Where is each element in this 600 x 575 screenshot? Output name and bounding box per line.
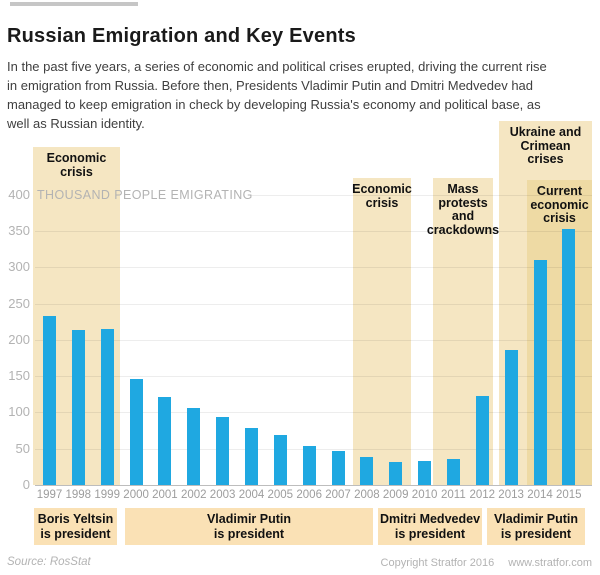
y-axis-label-50: 50 — [15, 441, 30, 456]
president-band-2000-2007: Vladimir Putin is president — [125, 508, 373, 545]
president-name: Boris Yeltsin — [37, 512, 114, 526]
copyright-text: Copyright Stratfor 2016 — [380, 557, 495, 569]
bar-2008 — [360, 457, 374, 485]
president-band-1997-1999: Boris Yeltsin is president — [34, 508, 117, 545]
gridline-200 — [35, 340, 592, 341]
bar-2003 — [216, 417, 230, 485]
x-axis-label-2005: 2005 — [267, 489, 294, 501]
gridline-250 — [35, 304, 592, 305]
president-role: is president — [213, 526, 285, 541]
y-axis-label-200: 200 — [8, 332, 30, 347]
y-axis-label-400: 400 — [8, 187, 30, 202]
bar-2001 — [158, 397, 172, 485]
x-axis-label-1997: 1997 — [36, 489, 63, 501]
bar-1997 — [43, 316, 56, 485]
bar-2014 — [533, 260, 547, 485]
gridline-100 — [35, 412, 592, 413]
bar-2004 — [245, 428, 258, 485]
x-axis-label-2010: 2010 — [411, 489, 438, 501]
y-axis-label-250: 250 — [8, 296, 30, 311]
president-band-2008-2011: Dmitri Medvedev is president — [378, 508, 482, 545]
x-axis-label-2006: 2006 — [296, 489, 322, 501]
bar-2000 — [129, 379, 143, 485]
x-axis-label-2008: 2008 — [354, 489, 380, 501]
x-axis-label-2013: 2013 — [498, 489, 524, 501]
x-axis-label-2009: 2009 — [382, 489, 409, 501]
page-title: Russian Emigration and Key Events — [7, 25, 356, 48]
x-axis-label-2007: 2007 — [325, 489, 351, 501]
bar-2007 — [331, 451, 345, 485]
bar-2006 — [302, 446, 316, 485]
event-band-2008-2009 — [353, 178, 411, 485]
gridline-400 — [250, 195, 592, 196]
y-axis-label-100: 100 — [8, 404, 30, 419]
intro-text: In the past five years, a series of econ… — [7, 59, 547, 131]
bar-1998 — [71, 330, 85, 485]
x-axis-line — [35, 485, 592, 486]
y-axis-label-150: 150 — [8, 368, 30, 383]
copyright-note: Copyright Stratfor 2016 www.stratfor.com — [381, 557, 592, 569]
bar-2013 — [504, 350, 518, 485]
event-band-label: Mass protests and crackdowns — [426, 182, 500, 237]
x-axis-label-2001: 2001 — [152, 489, 178, 501]
bar-2012 — [475, 396, 489, 485]
event-band-label: Economic crisis — [46, 151, 107, 179]
top-accent-rule — [10, 2, 138, 6]
bar-2010 — [418, 461, 432, 485]
president-name: Vladimir Putin — [206, 512, 292, 526]
president-role: is president — [394, 526, 466, 541]
bar-2015 — [562, 229, 576, 485]
y-axis-unit-label: THOUSAND PEOPLE EMIGRATING — [37, 188, 253, 202]
president-role: is president — [40, 526, 111, 541]
website-text: www.stratfor.com — [508, 557, 592, 569]
president-role: is president — [500, 526, 572, 541]
x-axis-label-2003: 2003 — [209, 489, 236, 501]
bar-2002 — [187, 408, 201, 485]
gridline-350 — [35, 231, 592, 232]
gridline-300 — [35, 267, 592, 268]
x-axis-label-2015: 2015 — [556, 489, 582, 501]
event-band-label: Current economic crisis — [530, 184, 589, 225]
source-note: Source: RosStat — [7, 556, 91, 568]
x-axis-label-1998: 1998 — [65, 489, 92, 501]
bar-1999 — [100, 329, 114, 485]
bar-2005 — [273, 435, 287, 485]
event-band-label: Ukraine and Crimean crises — [509, 125, 582, 166]
y-axis-label-350: 350 — [8, 223, 30, 238]
president-name: Dmitri Medvedev — [379, 512, 481, 526]
x-axis-label-2012: 2012 — [469, 489, 496, 501]
x-axis-label-2011: 2011 — [441, 489, 466, 501]
bar-2011 — [446, 459, 460, 485]
event-band-label: Economic crisis — [352, 182, 412, 210]
x-axis-label-2004: 2004 — [238, 489, 265, 501]
gridline-150 — [35, 376, 592, 377]
x-axis-label-2000: 2000 — [123, 489, 149, 501]
y-axis-label-300: 300 — [8, 259, 30, 274]
bar-2009 — [389, 462, 403, 485]
x-axis-label-2014: 2014 — [527, 489, 553, 501]
x-axis-label-2002: 2002 — [181, 489, 207, 501]
president-name: Vladimir Putin — [493, 512, 579, 526]
president-band-2012-2015: Vladimir Putin is president — [487, 508, 585, 545]
y-axis-label-0: 0 — [22, 477, 30, 492]
x-axis-label-1999: 1999 — [94, 489, 120, 501]
